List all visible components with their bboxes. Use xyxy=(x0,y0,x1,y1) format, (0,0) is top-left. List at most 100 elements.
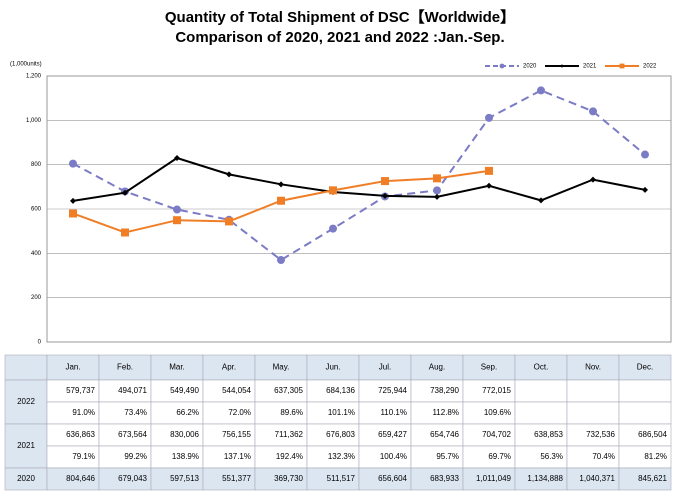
table-value: 138.9% xyxy=(172,452,199,461)
table-cell xyxy=(566,354,620,381)
table-value: 110.1% xyxy=(380,408,407,417)
table-value: 679,043 xyxy=(118,474,147,483)
table-value: 684,136 xyxy=(326,386,355,395)
table-value: 369,730 xyxy=(274,474,303,483)
table-value: 659,427 xyxy=(378,430,407,439)
point xyxy=(382,192,388,199)
point xyxy=(642,186,648,193)
point xyxy=(381,177,389,186)
table-value: 732,536 xyxy=(586,430,615,439)
legend-label: 2021 xyxy=(583,64,597,70)
point xyxy=(641,150,649,159)
table-header: Sep. xyxy=(481,363,497,372)
table-cell xyxy=(358,354,412,381)
table-cell xyxy=(150,354,204,381)
table-value: 112.8% xyxy=(432,408,459,417)
table-value: 676,803 xyxy=(326,430,355,439)
y-tick-label: 400 xyxy=(31,251,42,257)
row-label: 2020 xyxy=(17,474,35,483)
legend-marker xyxy=(499,63,505,69)
table-value: 772,015 xyxy=(482,386,511,395)
table-value: 845,621 xyxy=(638,474,667,483)
table-value: 100.4% xyxy=(380,452,407,461)
table-header: Jul. xyxy=(379,363,391,372)
point xyxy=(174,155,180,162)
point xyxy=(433,174,441,183)
table-value: 66.2% xyxy=(176,408,199,417)
table-cell xyxy=(618,467,672,491)
table-cell xyxy=(254,354,308,381)
table-header: Mar. xyxy=(169,363,185,372)
point xyxy=(590,176,596,183)
table-value: 711,362 xyxy=(275,430,304,439)
table-value: 551,377 xyxy=(222,474,251,483)
point xyxy=(485,166,493,175)
chart-title: Quantity of Total Shipment of DSC【Worldw… xyxy=(165,8,515,26)
point xyxy=(226,171,232,178)
point xyxy=(485,113,493,122)
table-header: Dec. xyxy=(637,363,653,372)
point xyxy=(486,182,492,189)
table-value: 494,071 xyxy=(118,386,147,395)
point xyxy=(121,228,129,237)
table-value: 99.2% xyxy=(124,452,147,461)
table-value: 132.3% xyxy=(328,452,355,461)
table-value: 89.6% xyxy=(280,408,303,417)
series-line xyxy=(72,156,646,202)
point xyxy=(277,196,285,205)
table-value: 1,040,371 xyxy=(579,474,615,483)
point xyxy=(433,186,441,195)
point xyxy=(538,197,544,204)
table-cell xyxy=(618,379,672,403)
point xyxy=(329,186,337,195)
table-cell xyxy=(618,401,672,425)
row-label: 2021 xyxy=(17,441,35,450)
y-axis-label: (1,000units) xyxy=(10,62,42,68)
table-value: 69.7% xyxy=(488,452,511,461)
point xyxy=(329,224,337,233)
table-value: 91.0% xyxy=(72,408,95,417)
table-cell xyxy=(618,354,672,381)
point xyxy=(537,86,545,95)
table-value: 656,604 xyxy=(378,474,407,483)
table-cell xyxy=(566,401,620,425)
table-value: 549,490 xyxy=(170,386,199,395)
legend-label: 2022 xyxy=(643,64,657,70)
table-header: Feb. xyxy=(117,363,133,372)
table-header: May. xyxy=(273,363,290,372)
y-tick-label: 0 xyxy=(38,340,42,346)
table-value: 738,290 xyxy=(430,386,459,395)
table-value: 673,564 xyxy=(118,430,147,439)
table-value: 511,517 xyxy=(327,474,356,483)
table-cell xyxy=(4,379,48,425)
table-value: 56.3% xyxy=(540,452,563,461)
table-value: 137.1% xyxy=(224,452,251,461)
y-tick-label: 1,000 xyxy=(26,118,42,124)
table-value: 79.1% xyxy=(72,452,95,461)
series-line xyxy=(72,89,646,262)
table-value: 597,513 xyxy=(170,474,199,483)
table-value: 637,305 xyxy=(274,386,303,395)
table-header: Nov. xyxy=(585,363,601,372)
table-value: 725,944 xyxy=(378,386,407,395)
table-value: 654,746 xyxy=(430,430,459,439)
legend-marker xyxy=(619,63,625,69)
table-header: Oct. xyxy=(534,363,549,372)
point xyxy=(69,159,77,168)
point xyxy=(122,189,128,196)
table-cell xyxy=(514,354,568,381)
point xyxy=(173,205,181,214)
table-header: Jun. xyxy=(325,363,340,372)
table-value: 830,006 xyxy=(170,430,199,439)
table-value: 95.7% xyxy=(436,452,459,461)
table-value: 804,646 xyxy=(66,474,95,483)
table-value: 704,702 xyxy=(482,430,511,439)
table-value: 192.4% xyxy=(276,452,303,461)
table-cell xyxy=(410,354,464,381)
table-cell xyxy=(514,379,568,403)
table-value: 101.1% xyxy=(328,408,355,417)
point xyxy=(278,181,284,188)
table-value: 73.4% xyxy=(124,408,147,417)
legend-marker xyxy=(560,64,564,68)
